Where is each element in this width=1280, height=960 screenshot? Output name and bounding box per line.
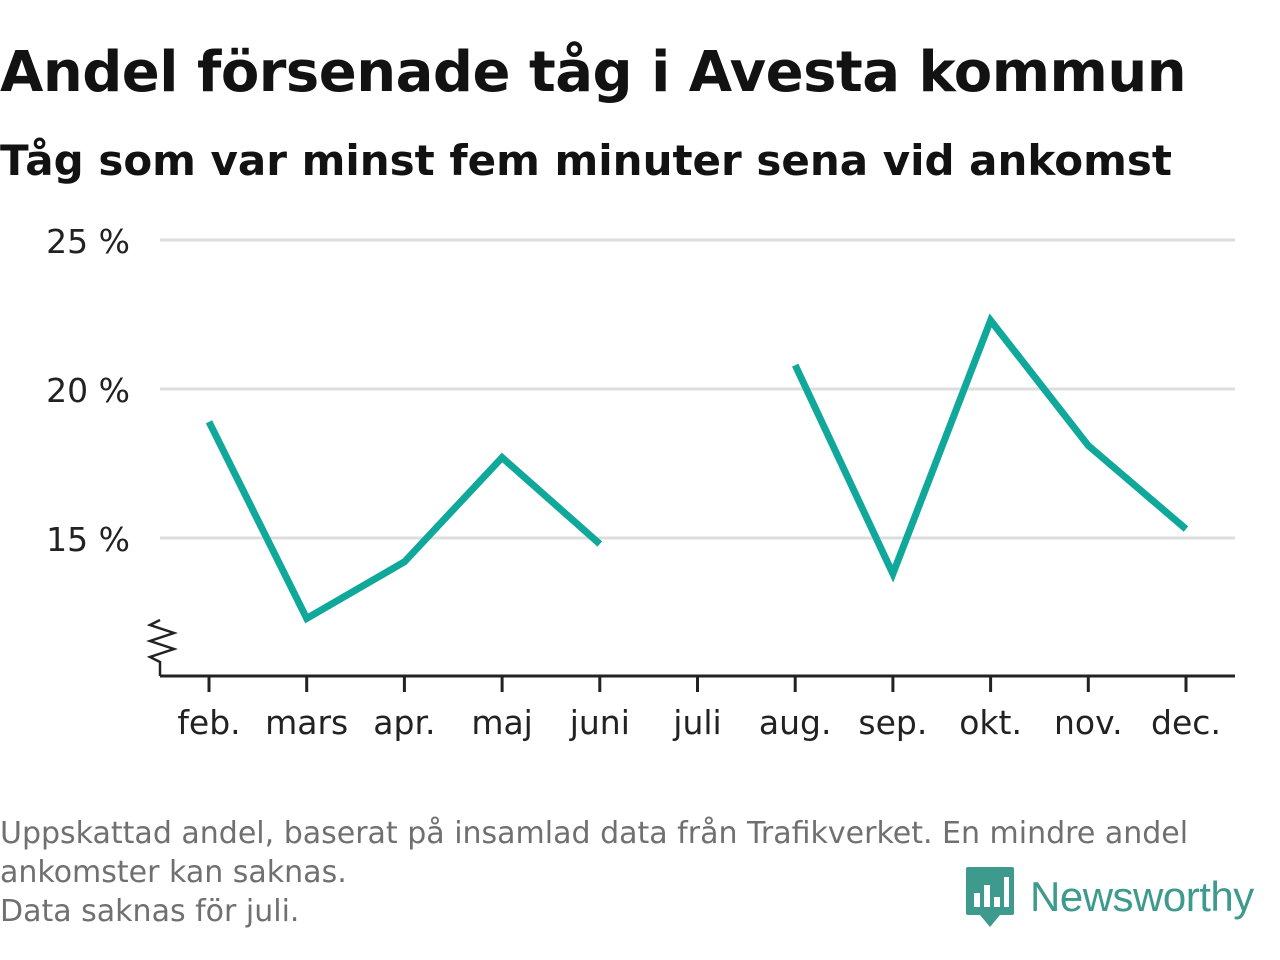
y-tick-label: 25 % bbox=[46, 222, 130, 261]
footer-note-line-2: ankomster kan saknas. bbox=[0, 855, 347, 890]
footer-note: Uppskattad andel, baserat på insamlad da… bbox=[0, 814, 1270, 931]
newsworthy-logo-text: Newsworthy bbox=[1030, 873, 1254, 920]
y-tick-label: 20 % bbox=[46, 371, 130, 410]
series-line bbox=[792, 313, 1189, 583]
series-line bbox=[205, 420, 603, 624]
x-tick-label: feb. bbox=[177, 703, 240, 742]
x-tick-label: sep. bbox=[858, 703, 927, 742]
y-tick-label: 15 % bbox=[46, 520, 130, 559]
x-tick-label: dec. bbox=[1151, 703, 1221, 742]
x-tick-label: mars bbox=[265, 703, 348, 742]
x-tick-label: okt. bbox=[959, 703, 1022, 742]
chart-title: Andel försenade tåg i Avesta kommun bbox=[0, 40, 1187, 105]
footer-note-line-3: Data saknas för juli. bbox=[0, 894, 300, 929]
x-tick-label: juli bbox=[672, 703, 721, 742]
footer-note-line-1: Uppskattad andel, baserat på insamlad da… bbox=[0, 816, 1189, 851]
x-tick-label: juni bbox=[569, 703, 630, 742]
newsworthy-logo: Newsworthy bbox=[964, 862, 1254, 932]
chart-subtitle: Tåg som var minst fem minuter sena vid a… bbox=[0, 136, 1172, 185]
newsworthy-logo-icon bbox=[966, 867, 1014, 927]
x-tick-label: apr. bbox=[373, 703, 435, 742]
axis-break-marker bbox=[146, 618, 178, 676]
x-tick-label: maj bbox=[471, 703, 533, 742]
x-tick-label: aug. bbox=[759, 703, 832, 742]
x-tick-label: nov. bbox=[1054, 703, 1123, 742]
